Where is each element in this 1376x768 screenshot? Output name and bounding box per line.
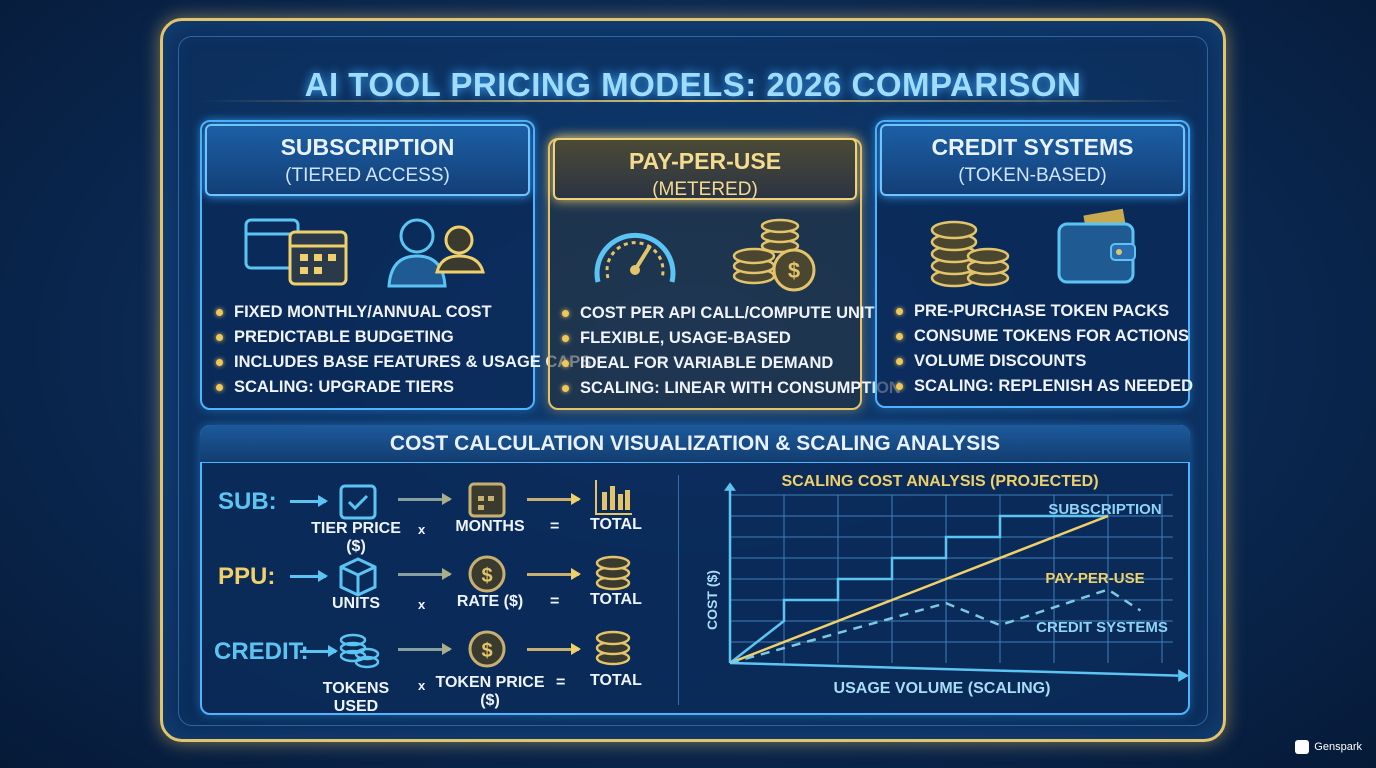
bullet: SCALING: REPLENISH AS NEEDED <box>896 377 1193 402</box>
bullet: FLEXIBLE, USAGE-BASED <box>562 329 901 354</box>
card-subheading: (TIERED ACCESS) <box>285 165 450 186</box>
card-credit-systems-header: CREDIT SYSTEMS (TOKEN-BASED) <box>880 124 1185 196</box>
bullet: COST PER API CALL/COMPUTE UNIT <box>562 304 901 329</box>
scaling-chart: SCALING COST ANALYSIS (PROJECTED) USAGE … <box>704 473 1189 697</box>
bullet: IDEAL FOR VARIABLE DEMAND <box>562 354 901 379</box>
svg-text:$: $ <box>481 565 492 587</box>
y-axis-label: COST ($) <box>704 570 720 630</box>
speedometer-icon <box>594 232 676 283</box>
series-label: PAY-PER-USE <box>1045 570 1144 587</box>
bullet: SCALING: UPGRADE TIERS <box>216 378 591 403</box>
formula-operand-b: RATE ($) <box>456 593 524 610</box>
title-divider <box>200 100 1190 102</box>
formula-multiply: x <box>418 678 426 693</box>
formula-operand-a: TIER PRICE ($) <box>311 520 401 555</box>
series-label: CREDIT SYSTEMS <box>1036 619 1168 636</box>
card-heading: PAY-PER-USE <box>628 148 782 174</box>
cost-calculation-panel <box>200 425 1190 715</box>
card-credit-systems-bullets: PRE-PURCHASE TOKEN PACKS CONSUME TOKENS … <box>896 302 1193 402</box>
arrow-icon <box>300 645 338 657</box>
series-line-credit-systems <box>729 588 1142 665</box>
card-heading: CREDIT SYSTEMS <box>931 134 1134 160</box>
arrow-icon <box>290 495 328 507</box>
bullet: CONSUME TOKENS FOR ACTIONS <box>896 327 1193 352</box>
formula-result: TOTAL <box>590 591 642 608</box>
formula-operand-b: TOKEN PRICE ($) <box>435 674 545 709</box>
arrow-icon <box>290 570 328 582</box>
arrow-icon <box>398 493 452 505</box>
panel-divider <box>678 475 679 705</box>
formula-operand-a: UNITS <box>332 595 380 612</box>
bullet: VOLUME DISCOUNTS <box>896 352 1193 377</box>
arrow-icon <box>527 568 581 580</box>
x-axis-label: USAGE VOLUME (SCALING) <box>834 680 1051 697</box>
formula-multiply: x <box>418 597 426 612</box>
chart-title: SCALING COST ANALYSIS (PROJECTED) <box>781 473 1098 490</box>
box-icon <box>339 557 377 597</box>
svg-text:$: $ <box>788 258 800 283</box>
calendar-check-icon <box>339 484 377 520</box>
card-subheading: (METERED) <box>652 179 758 200</box>
database-icon <box>595 630 631 666</box>
card-subscription-header: SUBSCRIPTION (TIERED ACCESS) <box>205 124 530 196</box>
bullet: FIXED MONTHLY/ANNUAL COST <box>216 303 591 328</box>
dollar-coin-icon: $ <box>468 555 506 593</box>
coin-stack-icon <box>930 220 1010 288</box>
formula-multiply: x <box>418 522 426 537</box>
bullet: PRE-PURCHASE TOKEN PACKS <box>896 302 1193 327</box>
bullet: INCLUDES BASE FEATURES & USAGE CAPS <box>216 353 591 378</box>
bullet: SCALING: LINEAR WITH CONSUMPTION <box>562 379 901 404</box>
watermark: Genspark <box>1295 740 1362 754</box>
series-line-subscription <box>729 514 1108 664</box>
arrow-icon <box>527 643 581 655</box>
formula-label: PPU: <box>218 563 276 590</box>
users-icon <box>387 218 485 288</box>
page-title: AI TOOL PRICING MODELS: 2026 COMPARISON <box>304 66 1082 103</box>
formula-label: CREDIT: <box>214 638 309 665</box>
x-axis-arrow-icon <box>1178 669 1189 682</box>
formula-operand-b: MONTHS <box>455 518 525 535</box>
formula-equals: = <box>550 593 560 610</box>
coins-icon <box>339 633 380 669</box>
arrow-icon <box>398 643 452 655</box>
series-line-pay-per-use <box>729 514 1109 665</box>
calendar-icon <box>468 482 506 518</box>
card-heading: SUBSCRIPTION <box>280 134 455 160</box>
series-label: SUBSCRIPTION <box>1048 501 1161 518</box>
database-icon <box>595 555 631 591</box>
inner-frame <box>178 36 1208 726</box>
panel-heading: COST CALCULATION VISUALIZATION & SCALING… <box>200 425 1190 463</box>
bar-chart-icon <box>595 480 632 515</box>
coins-icon: $ <box>732 218 816 292</box>
formula-result: TOTAL <box>590 672 642 689</box>
calendar-icon <box>244 218 348 286</box>
formula-equals: = <box>550 518 560 535</box>
y-axis-arrow-icon <box>724 482 736 491</box>
watermark-text: Genspark <box>1314 741 1362 753</box>
genspark-logo-icon <box>1295 740 1310 754</box>
card-pay-per-use-bullets: COST PER API CALL/COMPUTE UNIT FLEXIBLE,… <box>562 304 901 404</box>
x-axis <box>729 661 1179 677</box>
svg-text:$: $ <box>481 640 492 662</box>
arrow-icon <box>527 493 581 505</box>
card-subscription-bullets: FIXED MONTHLY/ANNUAL COST PREDICTABLE BU… <box>216 303 591 403</box>
dollar-coin-icon: $ <box>468 630 506 668</box>
wallet-icon <box>1057 208 1136 284</box>
card-pay-per-use-header: PAY-PER-USE (METERED) <box>553 138 857 200</box>
formula-operand-a: TOKENS USED <box>322 680 390 715</box>
formula-equals: = <box>556 674 566 691</box>
card-subheading: (TOKEN-BASED) <box>958 165 1107 186</box>
arrow-icon <box>398 568 452 580</box>
formula-result: TOTAL <box>590 516 642 533</box>
bullet: PREDICTABLE BUDGETING <box>216 328 591 353</box>
formula-label: SUB: <box>218 488 277 515</box>
